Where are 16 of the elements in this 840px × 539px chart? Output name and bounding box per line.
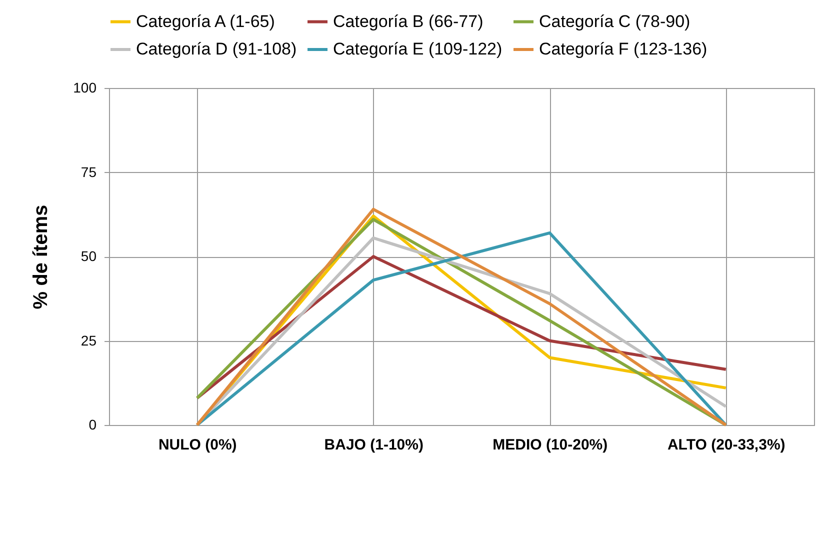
y-tick-label: 100	[73, 80, 97, 96]
x-tick-label: MEDIO (10-20%)	[492, 436, 608, 454]
x-tick-label: NULO (0%)	[158, 436, 237, 454]
legend-label: Categoría C (78-90)	[539, 12, 690, 31]
y-tick-label: 50	[80, 248, 97, 264]
y-tick-label: 25	[80, 332, 97, 348]
legend-label: Categoría A (1-65)	[136, 12, 275, 31]
y-axis-title: % de ítems	[30, 204, 52, 310]
legend-label: Categoría E (109-122)	[333, 40, 502, 58]
x-tick-label: BAJO (1-10%)	[324, 436, 424, 454]
legend-label: Categoría F (123-136)	[539, 40, 708, 58]
y-tick-label: 75	[80, 164, 97, 180]
legend-label: Categoría D (91-108)	[136, 40, 297, 58]
y-tick-label: 0	[88, 416, 97, 432]
legend-label: Categoría B (66-77)	[333, 12, 484, 31]
x-tick-label: ALTO (20-33,3%)	[667, 436, 786, 454]
